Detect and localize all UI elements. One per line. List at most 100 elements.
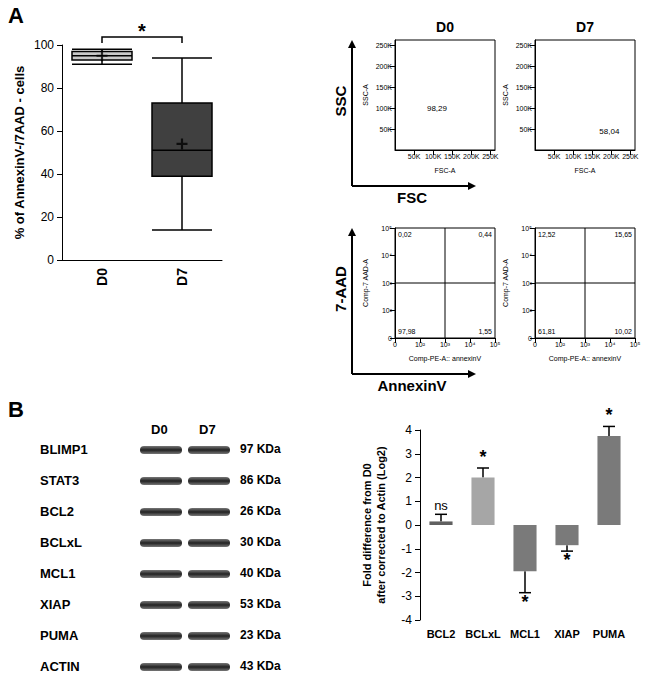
svg-text:10³: 10³ [522,280,533,287]
svg-text:Comp-PE-A:: annexinV: Comp-PE-A:: annexinV [549,355,622,363]
svg-text:10⁵: 10⁵ [490,341,501,348]
svg-text:2: 2 [405,471,412,485]
svg-text:XIAP: XIAP [554,628,580,640]
svg-text:-2: -2 [401,566,412,580]
svg-text:100: 100 [34,38,54,52]
svg-text:B: B [8,397,24,422]
svg-text:50K: 50K [380,126,393,133]
svg-text:1,55: 1,55 [478,328,492,335]
svg-text:*: * [605,405,612,425]
svg-text:1: 1 [405,494,412,508]
svg-text:0,02: 0,02 [398,231,412,238]
svg-text:D0: D0 [436,19,454,35]
svg-text:10⁵: 10⁵ [381,225,392,232]
svg-text:D0: D0 [94,268,110,286]
svg-text:Comp-7 AAD-A: Comp-7 AAD-A [362,259,370,307]
svg-text:100K: 100K [425,153,442,160]
svg-text:MCL1: MCL1 [510,628,540,640]
svg-text:BCL2: BCL2 [427,628,456,640]
svg-text:60: 60 [41,124,55,138]
svg-text:0: 0 [47,253,54,267]
svg-text:58,04: 58,04 [599,127,620,136]
svg-text:61,81: 61,81 [538,328,556,335]
svg-text:10³: 10³ [382,280,393,287]
svg-text:250K: 250K [622,153,639,160]
svg-text:ns: ns [434,498,448,513]
svg-text:0: 0 [393,341,397,348]
svg-text:150K: 150K [516,84,533,91]
svg-text:100K: 100K [565,153,582,160]
svg-text:0: 0 [388,335,392,342]
svg-text:10⁵: 10⁵ [521,225,532,232]
svg-text:50K: 50K [408,153,421,160]
svg-text:0,44: 0,44 [478,231,492,238]
svg-text:10⁴: 10⁴ [605,341,616,348]
svg-text:D7: D7 [576,19,594,35]
svg-text:SSC: SSC [332,85,349,116]
svg-text:PUMA: PUMA [593,628,625,640]
svg-text:BCLxL: BCLxL [465,628,501,640]
svg-text:10²: 10² [382,307,393,314]
svg-text:250K: 250K [482,153,499,160]
svg-text:A: A [8,3,24,28]
svg-text:10⁴: 10⁴ [521,252,532,259]
svg-text:10²: 10² [522,307,533,314]
svg-text:10⁴: 10⁴ [465,341,476,348]
svg-text:80: 80 [41,81,55,95]
svg-text:10⁵: 10⁵ [630,341,641,348]
svg-text:10²: 10² [555,341,566,348]
svg-text:Fold difference from D0: Fold difference from D0 [361,463,373,586]
svg-text:*: * [138,20,146,42]
svg-text:15,65: 15,65 [614,231,632,238]
svg-text:250K: 250K [376,42,393,49]
svg-text:SSC-A: SSC-A [362,84,369,106]
html-text:BLIMP1: BLIMP1 [40,442,88,457]
svg-text:FSC-A: FSC-A [435,167,456,174]
svg-text:*: * [521,592,528,612]
svg-text:0: 0 [528,335,532,342]
svg-text:40: 40 [41,167,55,181]
svg-text:200K: 200K [603,153,620,160]
svg-text:50K: 50K [520,126,533,133]
svg-text:10⁴: 10⁴ [381,252,392,259]
svg-text:20: 20 [41,210,55,224]
svg-text:98,29: 98,29 [427,104,448,113]
svg-text:250K: 250K [516,42,533,49]
svg-text:10³: 10³ [580,341,591,348]
svg-text:-4: -4 [401,613,412,627]
svg-text:% of AnnexinV-/7AAD - cells: % of AnnexinV-/7AAD - cells [12,66,27,240]
svg-text:150K: 150K [376,84,393,91]
svg-text:AnnexinV: AnnexinV [377,377,446,394]
svg-text:150K: 150K [584,153,601,160]
svg-text:200K: 200K [376,63,393,70]
svg-text:-1: -1 [401,542,412,556]
svg-text:97,98: 97,98 [398,328,416,335]
svg-text:*: * [563,550,570,570]
svg-text:10³: 10³ [440,341,451,348]
svg-text:12,52: 12,52 [538,231,556,238]
svg-text:Comp-7 AAD-A: Comp-7 AAD-A [502,259,510,307]
svg-text:*: * [479,447,486,467]
svg-text:3: 3 [405,447,412,461]
svg-text:10,02: 10,02 [614,328,632,335]
svg-text:-3: -3 [401,589,412,603]
html-text:D7: D7 [199,422,216,437]
svg-text:100K: 100K [516,105,533,112]
svg-text:0: 0 [405,518,412,532]
svg-text:100K: 100K [376,105,393,112]
svg-text:50K: 50K [548,153,561,160]
svg-text:150K: 150K [444,153,461,160]
svg-text:10²: 10² [415,341,426,348]
svg-text:200K: 200K [463,153,480,160]
svg-text:0: 0 [533,341,537,348]
svg-text:FSC: FSC [397,189,427,206]
svg-text:4: 4 [405,423,412,437]
svg-text:7-AAD: 7-AAD [332,266,349,312]
html-text:D0: D0 [151,422,168,437]
svg-text:200K: 200K [516,63,533,70]
svg-text:after corrected to Actin (Log2: after corrected to Actin (Log2) [375,446,387,604]
svg-text:SSC-A: SSC-A [502,84,509,106]
svg-text:D7: D7 [174,268,190,286]
svg-text:FSC-A: FSC-A [575,167,596,174]
svg-text:Comp-PE-A:: annexinV: Comp-PE-A:: annexinV [409,355,482,363]
